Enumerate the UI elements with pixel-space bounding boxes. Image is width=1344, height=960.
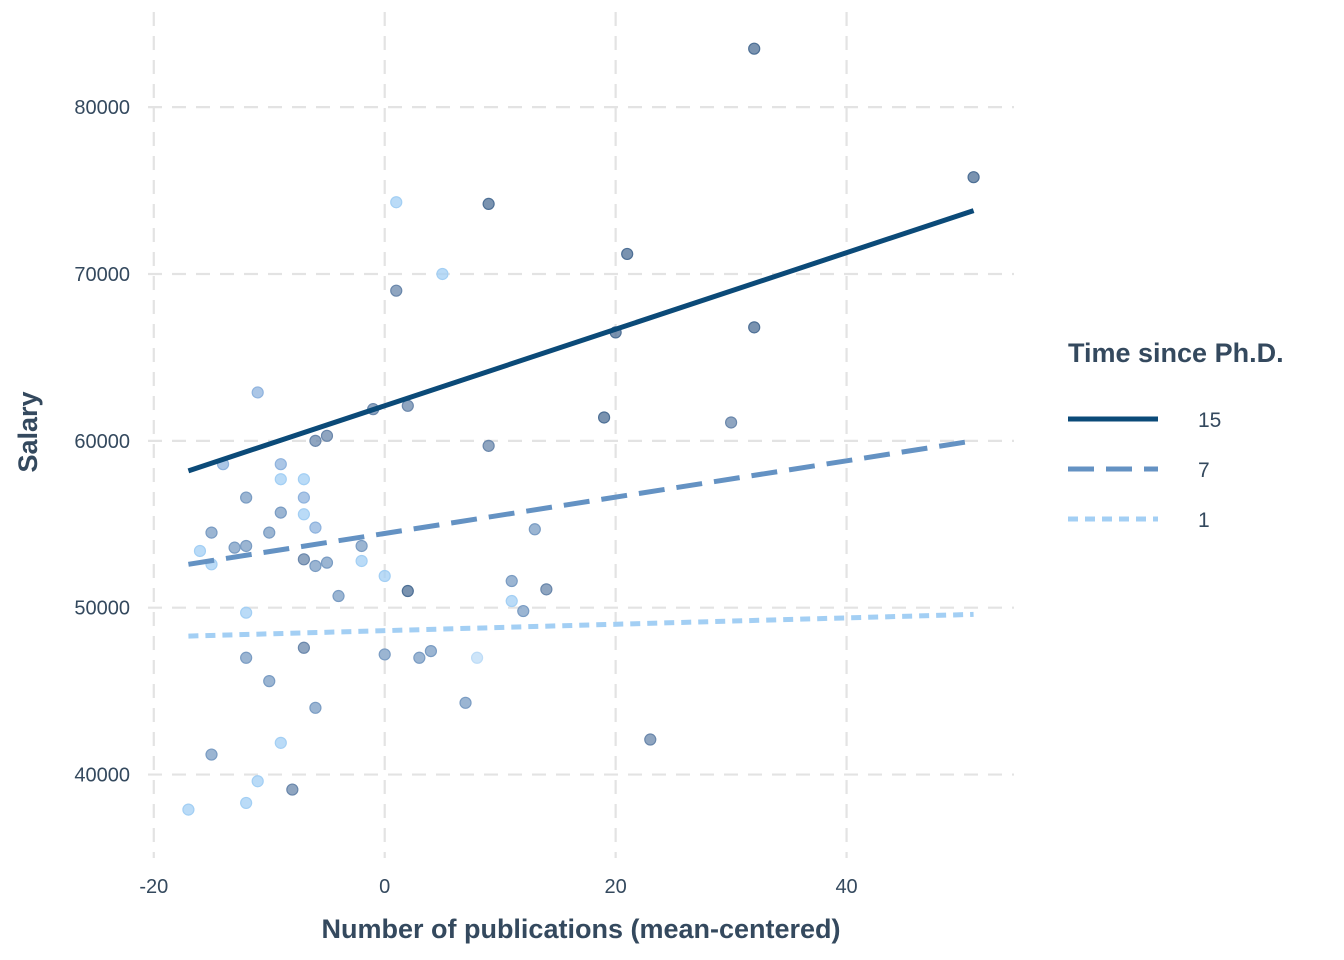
data-point <box>482 439 495 452</box>
y-axis-title: Salary <box>13 391 43 472</box>
data-point <box>424 644 437 658</box>
legend-title: Time since Ph.D. <box>1068 338 1284 368</box>
data-point <box>413 651 426 664</box>
x-tick-label: 40 <box>835 876 857 898</box>
legend-label: 1 <box>1198 509 1210 532</box>
data-point <box>251 386 264 399</box>
data-point <box>644 733 657 746</box>
data-point <box>505 574 518 588</box>
data-point <box>355 539 368 553</box>
data-point <box>505 594 518 608</box>
data-point <box>320 429 334 442</box>
data-point <box>205 748 218 761</box>
data-point <box>263 526 276 539</box>
data-point <box>748 321 761 334</box>
data-point <box>482 197 495 210</box>
y-tick-label: 50000 <box>74 598 130 620</box>
data-point <box>240 651 253 664</box>
data-point <box>274 458 287 471</box>
y-axis-ticks: 40000 50000 60000 70000 80000 <box>74 97 130 786</box>
data-point <box>748 42 761 55</box>
data-point <box>378 648 391 661</box>
data-point <box>297 508 310 521</box>
data-point <box>597 411 611 424</box>
data-point <box>297 473 310 486</box>
y-tick-label: 70000 <box>74 264 130 286</box>
data-point <box>274 506 287 519</box>
series-line <box>188 611 974 639</box>
data-point <box>274 736 287 749</box>
data-point <box>967 171 980 184</box>
y-tick-label: 60000 <box>74 431 130 453</box>
data-point <box>378 569 391 583</box>
data-point <box>205 526 218 539</box>
y-tick-label: 40000 <box>74 765 130 787</box>
scatter-points <box>182 42 980 816</box>
data-point <box>297 553 310 566</box>
data-point <box>274 473 287 486</box>
x-tick-label: 20 <box>605 876 627 898</box>
data-point <box>725 416 738 429</box>
data-point <box>182 803 195 816</box>
data-point <box>240 796 253 810</box>
x-axis-ticks: -20 0 20 40 <box>139 876 857 898</box>
y-tick-label: 80000 <box>74 97 130 119</box>
data-point <box>401 584 414 598</box>
series-line <box>187 208 975 474</box>
x-axis-title: Number of publications (mean-centered) <box>321 914 840 944</box>
data-point <box>309 521 322 534</box>
data-point <box>193 544 207 558</box>
data-point <box>240 491 253 504</box>
legend-label: 15 <box>1198 409 1221 432</box>
data-point <box>621 247 634 261</box>
data-point <box>528 523 541 536</box>
data-point <box>470 651 484 664</box>
data-point <box>297 491 310 504</box>
data-point <box>436 267 449 281</box>
data-point <box>309 701 322 714</box>
data-point <box>459 696 472 709</box>
data-point <box>309 559 322 573</box>
regression-lines <box>187 208 975 639</box>
data-point <box>390 196 403 209</box>
data-point <box>297 641 310 654</box>
data-point <box>228 541 241 554</box>
series-line <box>188 438 974 567</box>
data-point <box>240 539 253 553</box>
legend-label: 7 <box>1198 459 1210 482</box>
data-point <box>517 604 530 618</box>
data-point <box>240 606 253 619</box>
data-point <box>355 554 368 568</box>
data-point <box>251 775 264 788</box>
x-tick-label: 0 <box>379 876 390 898</box>
data-point <box>332 589 345 603</box>
data-point <box>390 284 403 297</box>
data-point <box>263 675 276 688</box>
data-point <box>309 434 322 447</box>
data-point <box>320 556 334 569</box>
data-point <box>286 783 299 796</box>
x-tick-label: -20 <box>139 876 168 898</box>
grid-lines <box>148 12 1014 858</box>
data-point <box>540 583 553 596</box>
